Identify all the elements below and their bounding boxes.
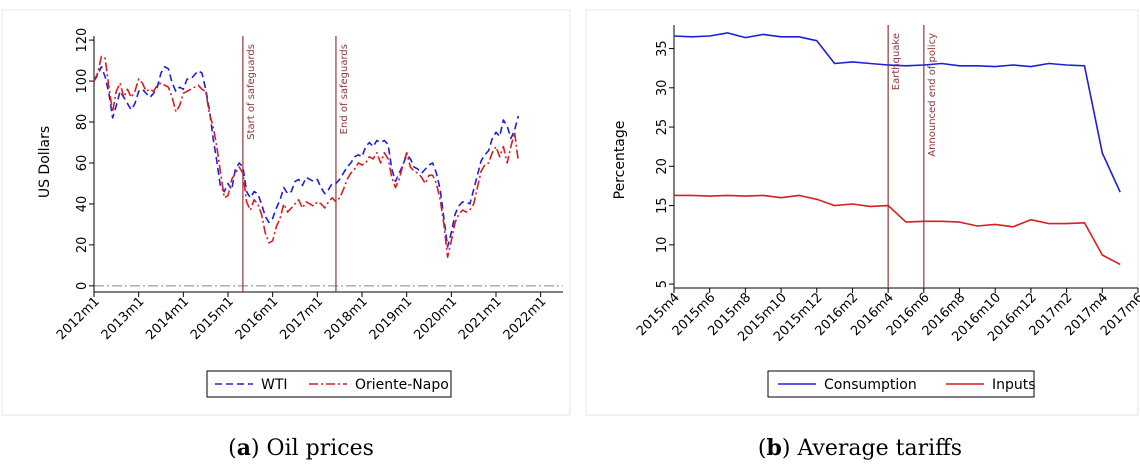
series-line-inputs [674, 194, 1121, 266]
legend-label: Oriente-Napo [355, 377, 449, 393]
panel-a-series [93, 55, 520, 259]
panel-a-legend: WTI Oriente-Napo [206, 370, 452, 398]
legend-label: Inputs [992, 377, 1036, 393]
panel-b-vlines: Earthquake Announced end of policy [887, 25, 938, 288]
y-tick-label: 15 [655, 197, 670, 214]
event-label: End of safeguards [339, 44, 350, 134]
caption-a-text: Oil prices [267, 436, 374, 461]
y-tick-label: 40 [75, 196, 90, 213]
y-tick-label: 30 [655, 80, 670, 97]
panel-a-y-axis-label: US Dollars [37, 126, 53, 198]
caption-b-text: Average tariffs [796, 436, 962, 461]
event-label: Start of safeguards [246, 44, 257, 140]
legend-label: WTI [261, 377, 288, 393]
panel-b-series [673, 32, 1121, 266]
y-tick-label: 20 [75, 237, 90, 254]
y-tick-label: 25 [655, 119, 670, 136]
y-tick-label: 5 [655, 280, 670, 288]
panel-oil-prices: 0204060801001202012m12013m12014m12015m12… [1, 9, 571, 416]
series-line-consumption [673, 32, 1121, 193]
caption-a: (a) Oil prices [228, 435, 374, 461]
panel-average-tariffs: 51015202530352015m42015m62015m82015m1020… [585, 9, 1140, 416]
legend-label: Consumption [824, 377, 917, 393]
event-label: Announced end of policy [927, 33, 938, 157]
y-tick-label: 100 [75, 69, 90, 94]
caption-b: (b) Average tariffs [758, 435, 962, 461]
caption-b-letter: b [767, 435, 782, 461]
y-tick-label: 0 [75, 282, 90, 290]
event-label: Earthquake [891, 33, 902, 90]
panel-a-vlines: Start of safeguards End of safeguards [242, 36, 350, 292]
y-tick-label: 10 [655, 237, 670, 254]
y-tick-label: 80 [75, 114, 90, 131]
y-tick-label: 120 [75, 28, 90, 53]
series-line-oriente-napo [93, 55, 520, 259]
panel-b-legend: Consumption Inputs [767, 370, 1036, 398]
legend-box [206, 370, 452, 398]
y-tick-label: 60 [75, 155, 90, 172]
panel-b-background [585, 9, 1139, 416]
y-tick-label: 35 [655, 40, 670, 57]
caption-a-letter: a [237, 435, 251, 461]
series-line-wti [93, 65, 520, 248]
y-tick-label: 20 [655, 158, 670, 175]
panel-b-y-axis-label: Percentage [612, 121, 628, 200]
